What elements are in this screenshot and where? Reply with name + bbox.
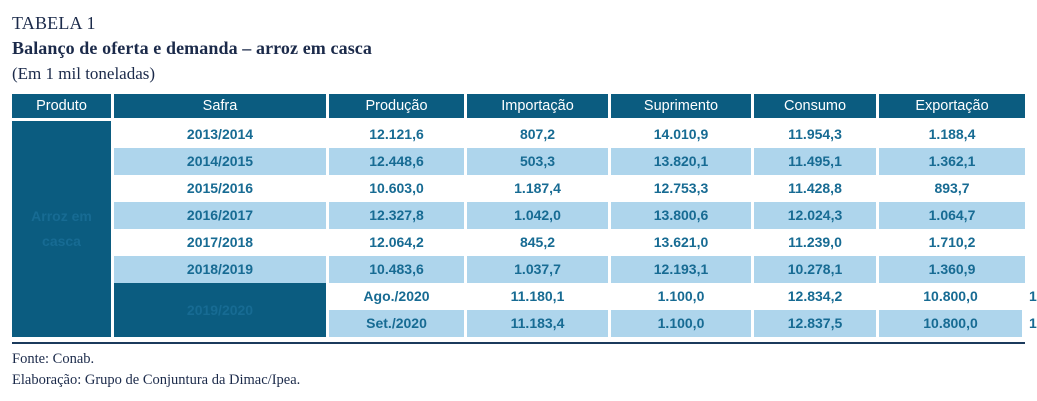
table-row: Set./2020 11.183,4 1.100,0 12.837,5 10.8…	[12, 309, 1037, 337]
cell-safra: 2017/2018	[114, 228, 329, 256]
cell-consumo: 11.954,3	[754, 120, 879, 148]
column-header-consumo: Consumo	[754, 93, 879, 121]
page-title: Balanço de oferta e demanda – arroz em c…	[12, 38, 372, 59]
column-header-exportacao: Exportação	[879, 93, 1025, 121]
cell-exportacao: 1.362,1	[879, 147, 1025, 175]
table-row: 2014/2015 12.448,6 503,3 13.820,1 11.495…	[12, 147, 1025, 175]
cell-exportacao: 893,7	[879, 174, 1025, 202]
cell-importacao: 1.037,7	[467, 255, 611, 283]
table-number-label: TABELA 1	[12, 13, 96, 33]
data-table-container: Produto Safra Produção Importação Suprim…	[12, 93, 1037, 337]
cell-safra: 2013/2014	[114, 120, 329, 148]
table-row: 2015/2016 10.603,0 1.187,4 12.753,3 11.4…	[12, 174, 1025, 202]
cell-suprimento: 12.193,1	[611, 255, 754, 283]
cell-consumo: 11.428,8	[754, 174, 879, 202]
product-cell: Arroz em casca	[12, 120, 114, 337]
cell-safra: Ago./2020	[329, 282, 467, 310]
cell-suprimento: 12.837,5	[754, 309, 879, 337]
table-bottom-rule	[12, 341, 1025, 344]
column-header-importacao: Importação	[467, 93, 611, 121]
product-label-line2: casca	[42, 232, 81, 249]
column-header-safra: Safra	[114, 93, 329, 121]
product-label-line1: Arroz em	[31, 208, 92, 225]
cell-producao: 11.183,4	[467, 309, 611, 337]
table-row: 2018/2019 10.483,6 1.037,7 12.193,1 10.2…	[12, 255, 1025, 283]
cell-exportacao: 1.064,7	[879, 201, 1025, 229]
cell-producao: 12.121,6	[329, 120, 467, 148]
cell-suprimento: 14.010,9	[611, 120, 754, 148]
cell-producao: 10.483,6	[329, 255, 467, 283]
cell-suprimento: 12.753,3	[611, 174, 754, 202]
column-header-producao: Produção	[329, 93, 467, 121]
table-notes: Fonte: Conab. Elaboração: Grupo de Conju…	[12, 349, 1037, 391]
balance-table: Produto Safra Produção Importação Suprim…	[12, 93, 1037, 337]
cell-safra: 2018/2019	[114, 255, 329, 283]
cell-importacao: 1.100,0	[611, 282, 754, 310]
table-row: Arroz em casca 2013/2014 12.121,6 807,2 …	[12, 120, 1025, 337]
title-block: TABELA 1 Balanço de oferta e demanda – a…	[0, 0, 1037, 87]
cell-suprimento: 13.820,1	[611, 147, 754, 175]
cell-consumo: 10.800,0	[879, 309, 1025, 337]
cell-suprimento: 12.834,2	[754, 282, 879, 310]
cell-safra: 2015/2016	[114, 174, 329, 202]
cell-exportacao: 1.360,9	[879, 255, 1025, 283]
elaboration-note: Elaboração: Grupo de Conjuntura da Dimac…	[12, 371, 301, 388]
source-note: Fonte: Conab.	[12, 350, 95, 367]
cell-safra: 2016/2017	[114, 201, 329, 229]
table-row: 2016/2017 12.327,8 1.042,0 13.800,6 12.0…	[12, 201, 1025, 229]
cell-importacao: 503,3	[467, 147, 611, 175]
column-header-suprimento: Suprimento	[611, 93, 754, 121]
cell-importacao: 1.042,0	[467, 201, 611, 229]
cell-importacao: 1.187,4	[467, 174, 611, 202]
unit-label: (Em 1 mil toneladas)	[12, 64, 156, 84]
cell-consumo: 10.800,0	[879, 282, 1025, 310]
cell-exportacao: 1.188,4	[879, 120, 1025, 148]
cell-consumo: 12.024,3	[754, 201, 879, 229]
cell-consumo: 11.495,1	[754, 147, 879, 175]
cell-producao: 10.603,0	[329, 174, 467, 202]
table-header: Produto Safra Produção Importação Suprim…	[12, 93, 1025, 121]
cell-importacao: 845,2	[467, 228, 611, 256]
cell-producao: 12.327,8	[329, 201, 467, 229]
cell-suprimento: 13.800,6	[611, 201, 754, 229]
cell-producao: 12.448,6	[329, 147, 467, 175]
cell-exportacao: 1.710,2	[879, 228, 1025, 256]
table-row: 2017/2018 12.064,2 845,2 13.621,0 11.239…	[12, 228, 1025, 256]
table-body: Arroz em casca 2013/2014 12.121,6 807,2 …	[12, 120, 1037, 337]
column-header-produto: Produto	[12, 93, 114, 121]
cell-importacao: 1.100,0	[611, 309, 754, 337]
cell-safra: Set./2020	[329, 309, 467, 337]
cell-producao: 11.180,1	[467, 282, 611, 310]
cell-consumo: 10.278,1	[754, 255, 879, 283]
header-row: Produto Safra Produção Importação Suprim…	[12, 93, 1025, 121]
cell-producao: 12.064,2	[329, 228, 467, 256]
cell-safra: 2014/2015	[114, 147, 329, 175]
table-row: 2019/2020 Ago./2020 11.180,1 1.100,0 12.…	[12, 282, 1037, 337]
cell-consumo: 11.239,0	[754, 228, 879, 256]
cell-suprimento: 13.621,0	[611, 228, 754, 256]
year-block-cell: 2019/2020	[114, 282, 329, 337]
cell-importacao: 807,2	[467, 120, 611, 148]
